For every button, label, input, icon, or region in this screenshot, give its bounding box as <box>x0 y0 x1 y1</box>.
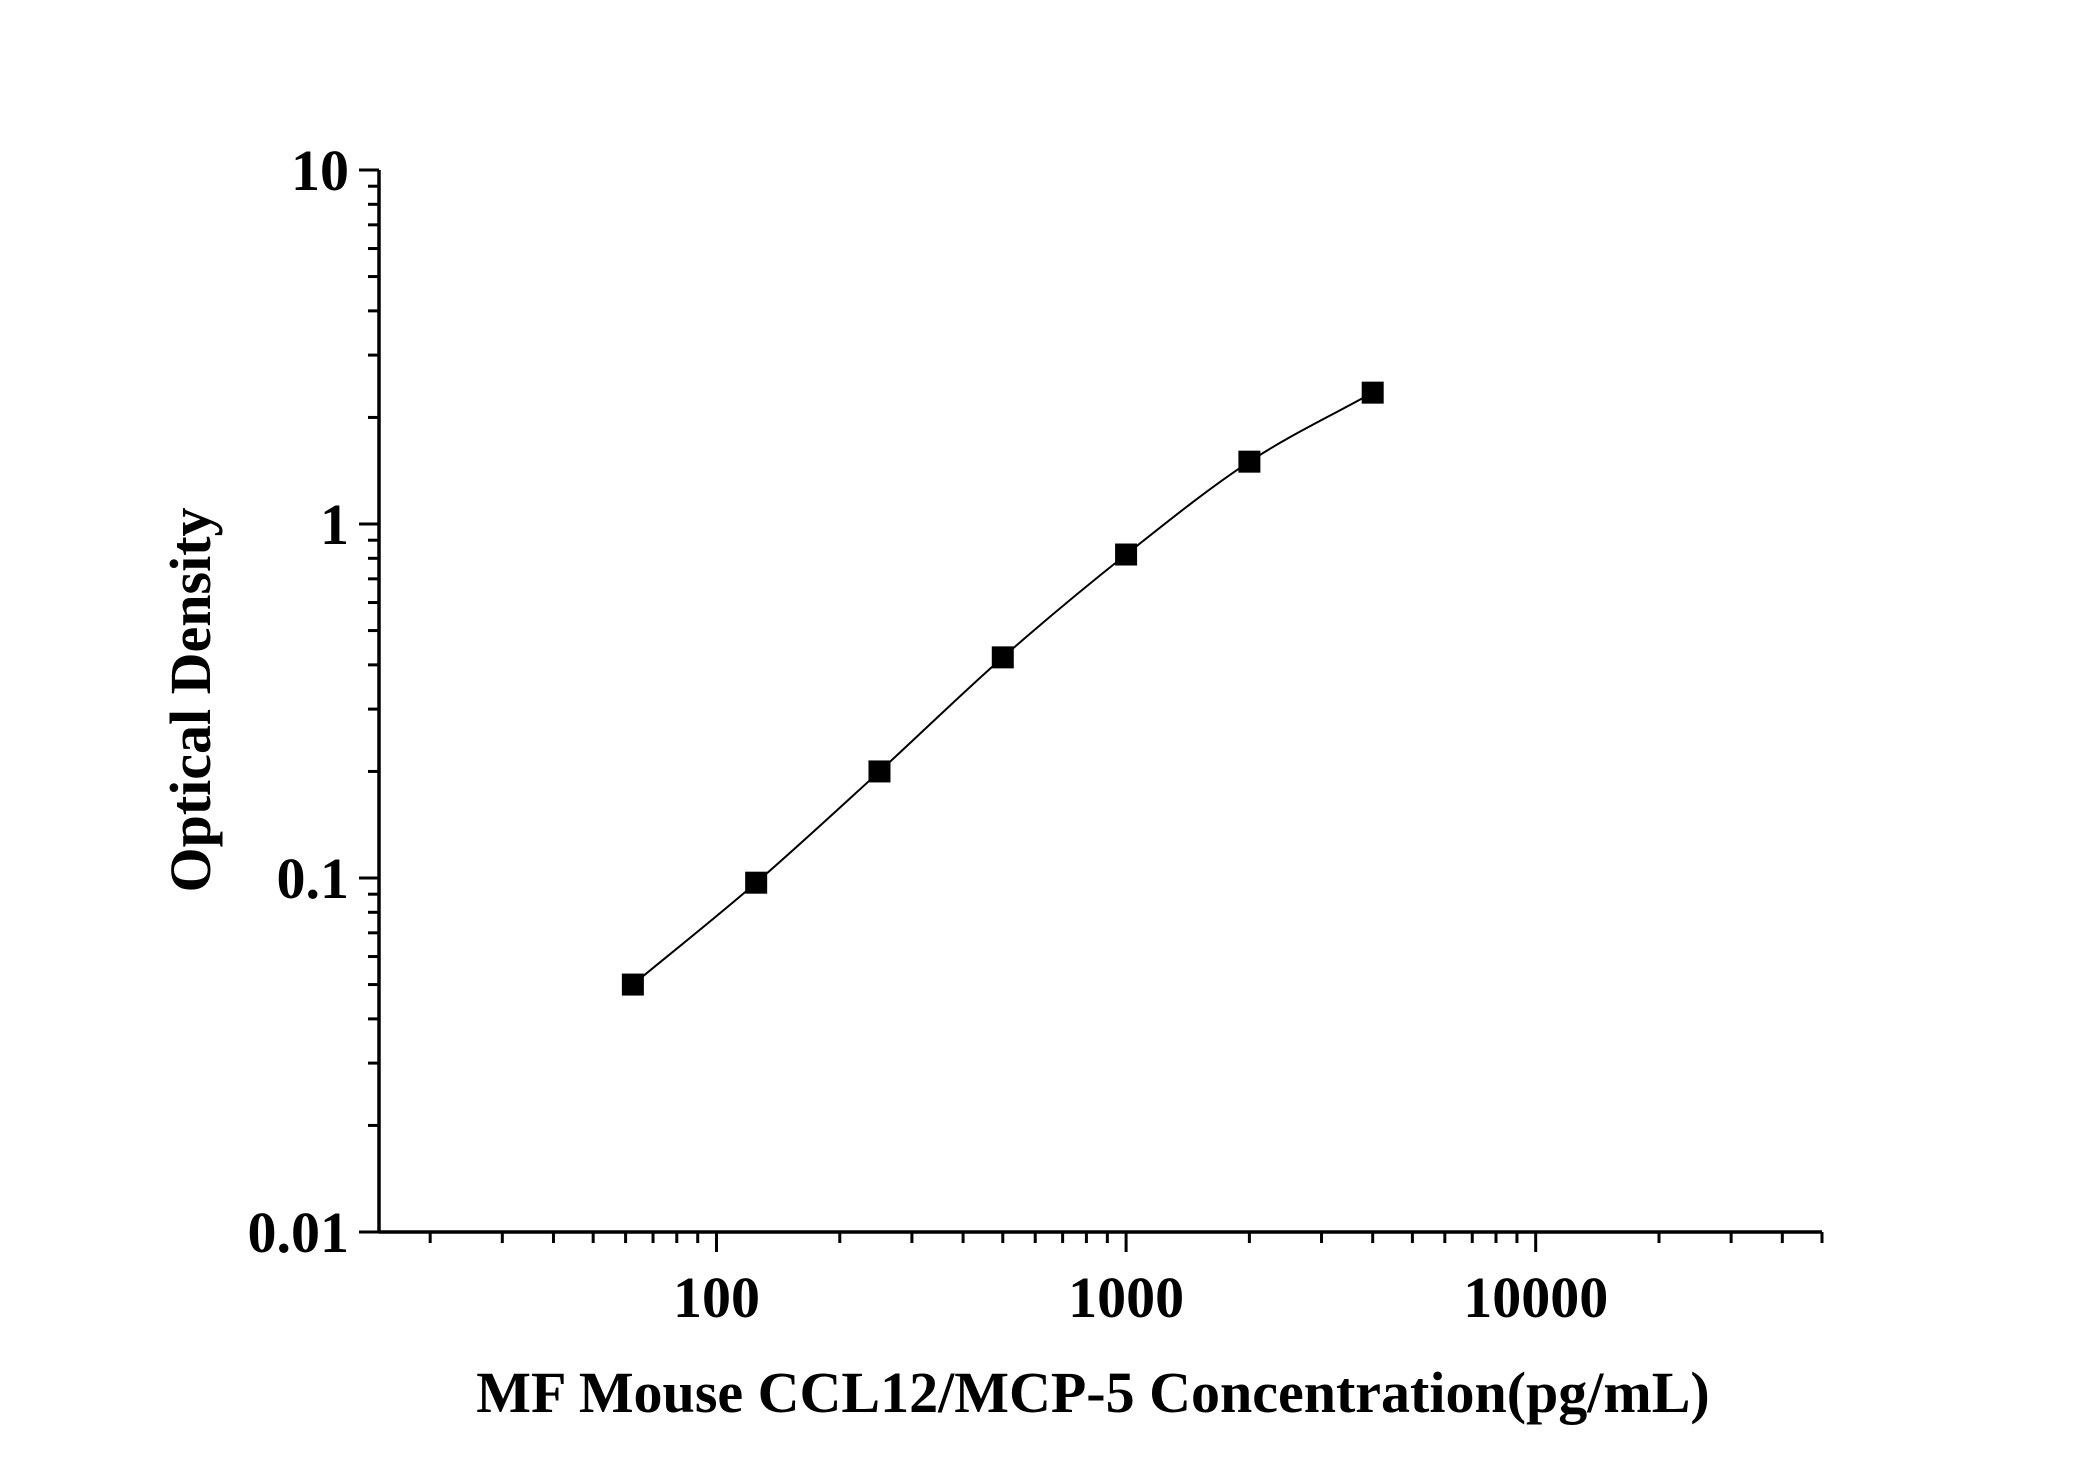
x-tick-label: 1000 <box>1068 1265 1184 1330</box>
y-tick-label: 0.01 <box>248 1200 350 1265</box>
fit-curve-line <box>632 391 1374 986</box>
data-point <box>745 871 768 894</box>
y-axis-label: Optical Density <box>158 507 223 892</box>
data-point <box>991 646 1014 669</box>
data-point <box>1361 381 1384 404</box>
data-point <box>1238 450 1261 473</box>
data-points <box>621 381 1384 996</box>
ticks: 0.01 0.1 1 10 100 1000 10000 <box>248 138 1824 1330</box>
data-point <box>1115 543 1138 566</box>
x-tick-label: 10000 <box>1463 1265 1608 1330</box>
x-axis-label: MF Mouse CCL12/MCP-5 Concentration(pg/mL… <box>476 1360 1709 1425</box>
fit-curve-layer <box>632 391 1374 986</box>
data-point <box>621 973 644 996</box>
axes <box>377 170 1822 1234</box>
x-tick-label: 100 <box>673 1265 760 1330</box>
y-tick-label: 10 <box>291 138 349 203</box>
data-point <box>868 760 891 783</box>
y-tick-label: 0.1 <box>277 846 350 911</box>
y-tick-label: 1 <box>320 492 349 557</box>
